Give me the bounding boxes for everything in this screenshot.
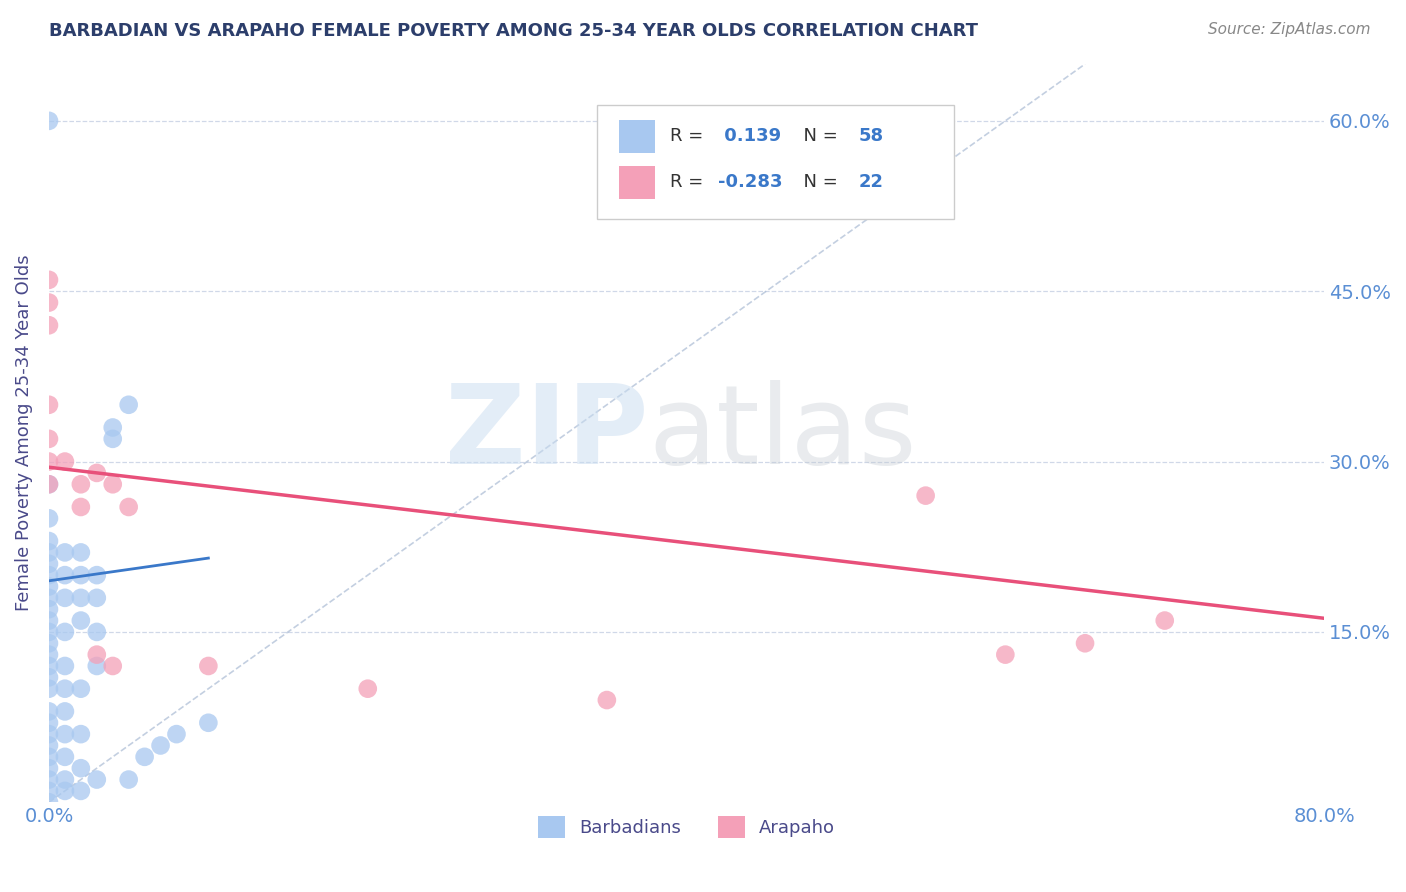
FancyBboxPatch shape	[619, 166, 655, 199]
Text: atlas: atlas	[648, 380, 917, 487]
Point	[53, 784, 76, 798]
Point	[38, 761, 60, 775]
Point	[134, 749, 156, 764]
Point	[70, 681, 93, 696]
Point	[38, 614, 60, 628]
Point	[53, 659, 76, 673]
Point	[53, 454, 76, 468]
Point	[53, 591, 76, 605]
Point	[38, 398, 60, 412]
Point	[38, 273, 60, 287]
Point	[70, 568, 93, 582]
Point	[38, 681, 60, 696]
Point	[166, 727, 188, 741]
Point	[53, 749, 76, 764]
FancyBboxPatch shape	[619, 120, 655, 153]
Point	[38, 784, 60, 798]
Point	[70, 545, 93, 559]
Point	[38, 579, 60, 593]
Point	[197, 659, 219, 673]
Point	[38, 624, 60, 639]
Point	[101, 477, 124, 491]
Point	[149, 739, 172, 753]
Text: 58: 58	[859, 128, 884, 145]
Point	[53, 772, 76, 787]
Point	[70, 761, 93, 775]
Point	[38, 659, 60, 673]
Point	[38, 568, 60, 582]
Text: 22: 22	[859, 173, 884, 191]
Point	[38, 705, 60, 719]
Point	[38, 591, 60, 605]
Point	[357, 681, 380, 696]
Point	[118, 500, 141, 514]
Point	[86, 659, 108, 673]
Point	[70, 500, 93, 514]
Point	[86, 648, 108, 662]
Point	[994, 648, 1017, 662]
Point	[53, 545, 76, 559]
Point	[38, 318, 60, 333]
Point	[86, 466, 108, 480]
Point	[86, 624, 108, 639]
Point	[118, 772, 141, 787]
Point	[1153, 614, 1175, 628]
Point	[38, 534, 60, 549]
Point	[70, 784, 93, 798]
Point	[38, 648, 60, 662]
Point	[38, 749, 60, 764]
Point	[53, 727, 76, 741]
Point	[86, 772, 108, 787]
Point	[38, 670, 60, 684]
Legend: Barbadians, Arapaho: Barbadians, Arapaho	[531, 808, 842, 845]
Point	[86, 568, 108, 582]
Point	[86, 591, 108, 605]
Text: -0.283: -0.283	[718, 173, 783, 191]
Point	[101, 659, 124, 673]
Point	[38, 511, 60, 525]
Point	[70, 477, 93, 491]
Point	[101, 420, 124, 434]
Y-axis label: Female Poverty Among 25-34 Year Olds: Female Poverty Among 25-34 Year Olds	[15, 255, 32, 612]
Point	[101, 432, 124, 446]
Point	[38, 739, 60, 753]
Point	[53, 624, 76, 639]
Point	[197, 715, 219, 730]
Point	[38, 636, 60, 650]
Point	[38, 113, 60, 128]
Point	[38, 454, 60, 468]
Point	[118, 398, 141, 412]
Point	[38, 715, 60, 730]
Point	[38, 727, 60, 741]
Text: 0.139: 0.139	[718, 128, 782, 145]
Text: N =: N =	[793, 128, 844, 145]
Point	[70, 727, 93, 741]
Text: R =: R =	[671, 128, 709, 145]
Text: R =: R =	[671, 173, 709, 191]
Point	[38, 772, 60, 787]
Point	[38, 477, 60, 491]
Point	[70, 591, 93, 605]
Point	[70, 614, 93, 628]
FancyBboxPatch shape	[598, 104, 955, 219]
Point	[596, 693, 619, 707]
Point	[53, 681, 76, 696]
Point	[38, 602, 60, 616]
Point	[38, 545, 60, 559]
Text: BARBADIAN VS ARAPAHO FEMALE POVERTY AMONG 25-34 YEAR OLDS CORRELATION CHART: BARBADIAN VS ARAPAHO FEMALE POVERTY AMON…	[49, 22, 979, 40]
Point	[38, 295, 60, 310]
Point	[53, 705, 76, 719]
Text: N =: N =	[793, 173, 844, 191]
Text: ZIP: ZIP	[444, 380, 648, 487]
Point	[38, 432, 60, 446]
Point	[38, 795, 60, 809]
Point	[914, 489, 936, 503]
Point	[53, 568, 76, 582]
Point	[38, 477, 60, 491]
Text: Source: ZipAtlas.com: Source: ZipAtlas.com	[1208, 22, 1371, 37]
Point	[1074, 636, 1097, 650]
Point	[38, 557, 60, 571]
